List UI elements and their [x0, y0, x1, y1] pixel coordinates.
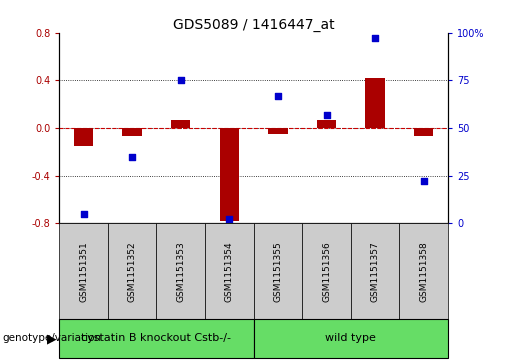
Point — [322, 112, 331, 118]
Text: GSM1151354: GSM1151354 — [225, 241, 234, 302]
Bar — [219, 128, 239, 221]
Bar — [74, 128, 93, 146]
Text: GSM1151357: GSM1151357 — [371, 241, 380, 302]
Text: GSM1151358: GSM1151358 — [419, 241, 428, 302]
Bar — [317, 120, 336, 128]
Text: GSM1151356: GSM1151356 — [322, 241, 331, 302]
Text: cystatin B knockout Cstb-/-: cystatin B knockout Cstb-/- — [81, 334, 231, 343]
Bar — [414, 128, 434, 136]
Point — [128, 154, 136, 159]
Point — [79, 211, 88, 217]
Bar — [366, 78, 385, 128]
Text: GSM1151353: GSM1151353 — [176, 241, 185, 302]
Point — [274, 93, 282, 98]
Text: wild type: wild type — [325, 334, 376, 343]
Text: ▶: ▶ — [47, 332, 57, 345]
Point — [177, 77, 185, 83]
Bar — [171, 120, 191, 128]
Text: GSM1151352: GSM1151352 — [128, 241, 136, 302]
Point — [420, 178, 428, 184]
Text: GSM1151355: GSM1151355 — [273, 241, 282, 302]
Bar — [268, 128, 288, 134]
Point — [225, 216, 233, 222]
Point — [371, 36, 379, 41]
Text: GSM1151351: GSM1151351 — [79, 241, 88, 302]
Bar — [123, 128, 142, 136]
Text: genotype/variation: genotype/variation — [3, 334, 101, 343]
Title: GDS5089 / 1416447_at: GDS5089 / 1416447_at — [173, 18, 334, 32]
